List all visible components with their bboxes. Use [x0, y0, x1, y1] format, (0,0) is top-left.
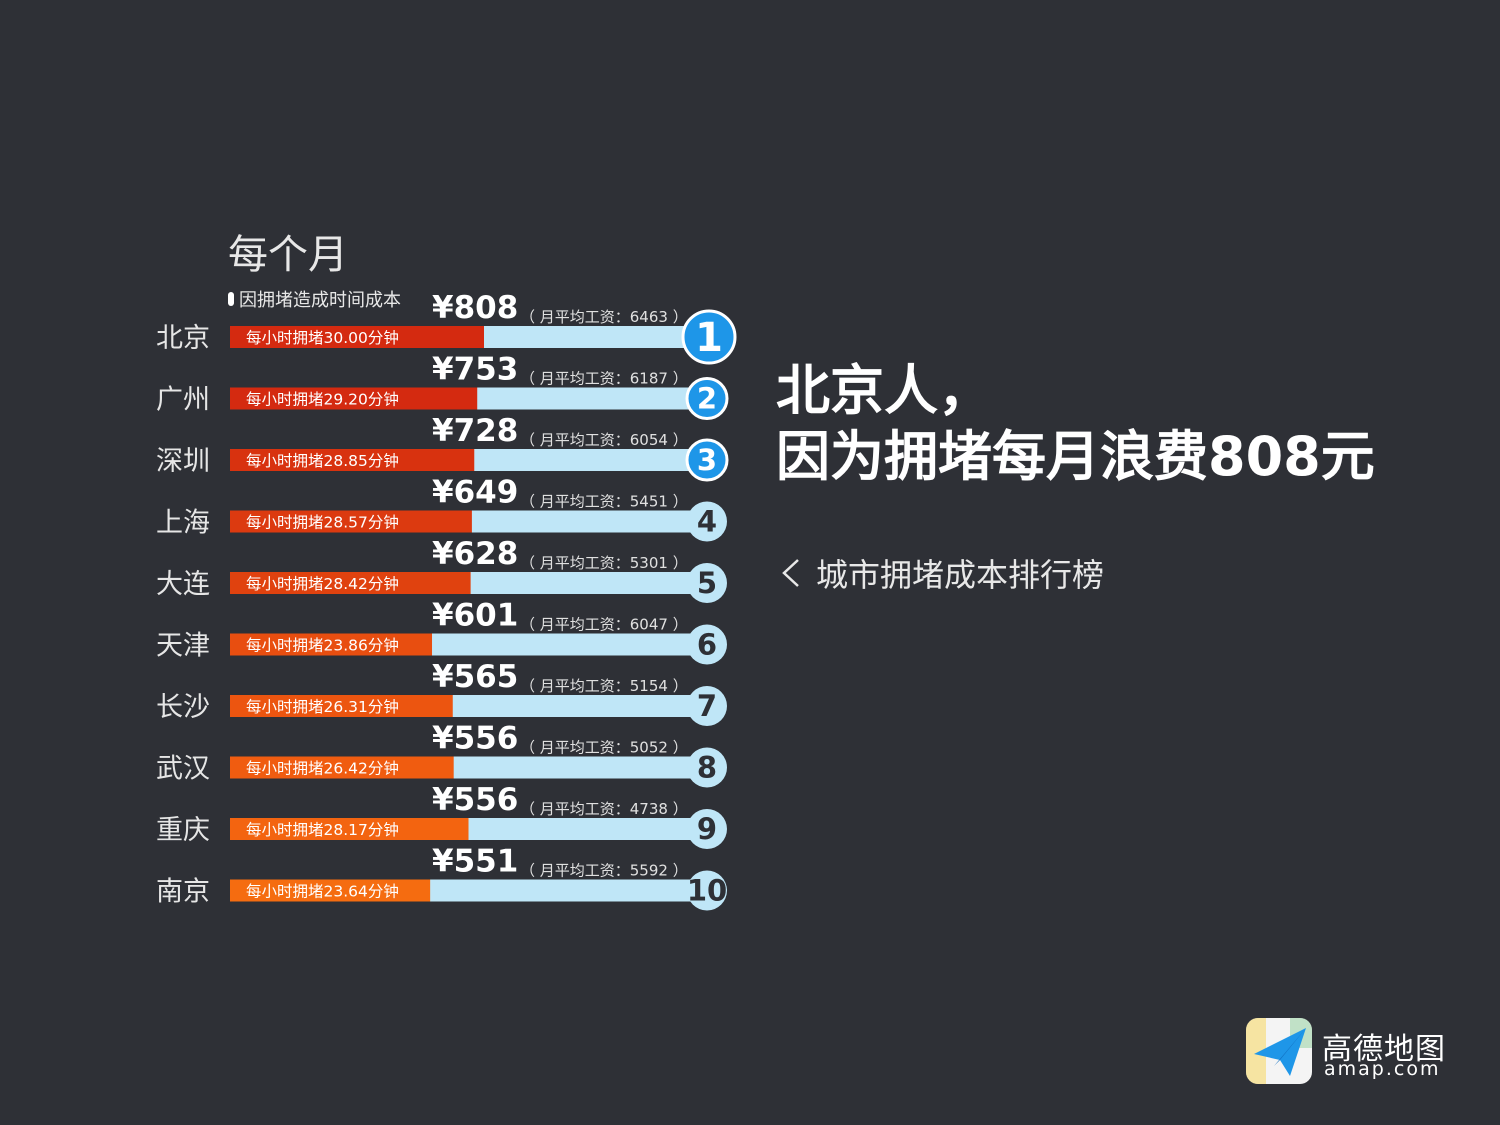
congestion-bar: [230, 756, 454, 779]
headline: 北京人， 因为拥堵每月浪费808元: [776, 358, 1375, 490]
salary-label: （ 月平均工资：6463 ）: [520, 308, 688, 326]
triangle-left-icon: [782, 559, 799, 587]
salary-label: （ 月平均工资：5052 ）: [520, 739, 688, 757]
rank-number: 2: [697, 382, 717, 416]
congestion-bar: [230, 818, 469, 840]
subtitle: 城市拥堵成本排行榜: [780, 550, 1104, 596]
congestion-bar: [230, 695, 453, 717]
headline-line-1: 北京人，: [776, 359, 992, 422]
salary-label: （ 月平均工资：6187 ）: [520, 370, 688, 388]
rank-number: 7: [697, 689, 717, 723]
rank-number: 1: [695, 315, 723, 361]
brand: 高德地图 amap.com: [1246, 1018, 1456, 1088]
cost-value-label: ¥649: [432, 475, 518, 511]
rank-badge: [687, 686, 727, 726]
rank-badge: [687, 563, 727, 603]
salary-label: （ 月平均工资：6054 ）: [520, 431, 688, 449]
legend: 因拥堵造成时间成本: [228, 286, 401, 312]
congestion-bar: [230, 449, 475, 471]
cost-value-label: ¥551: [432, 844, 518, 880]
congestion-label: 每小时拥堵30.00分钟: [246, 329, 399, 347]
city-label: 深圳: [156, 446, 210, 477]
city-label: 长沙: [156, 692, 210, 723]
rank-number: 6: [697, 628, 717, 662]
congestion-label: 每小时拥堵28.57分钟: [246, 514, 399, 532]
rank-badge: [687, 624, 727, 665]
rank-badge: [687, 501, 727, 542]
city-label: 重庆: [156, 815, 210, 846]
rank-badge: [681, 309, 737, 365]
cost-value-label: ¥556: [432, 721, 518, 757]
cost-value-label: ¥565: [432, 659, 518, 695]
rank-number: 4: [697, 505, 717, 539]
congestion-label: 每小时拥堵23.86分钟: [246, 637, 399, 655]
headline-line-2: 因为拥堵每月浪费808元: [776, 425, 1375, 488]
cost-value-label: ¥628: [432, 536, 518, 572]
congestion-bar: [230, 572, 471, 594]
rank-badge: [687, 809, 727, 849]
congestion-bar: [230, 387, 478, 410]
congestion-label: 每小时拥堵26.42分钟: [246, 760, 399, 778]
legend-swatch: [228, 292, 234, 306]
cost-value-label: ¥808: [432, 290, 518, 326]
ranking-chart: 北京 每小时拥堵30.00分钟¥808 （ 月平均工资：6463 ） 1广州 每小时拥堵…: [156, 290, 737, 911]
rank-number: 8: [697, 751, 717, 785]
amap-logo-icon: [1246, 1018, 1312, 1084]
cost-value-label: ¥728: [432, 413, 518, 449]
congestion-label: 每小时拥堵26.31分钟: [246, 698, 399, 716]
rank-badge: [685, 377, 729, 420]
rank-badge: [687, 747, 727, 788]
chart-heading: 每个月: [228, 232, 348, 278]
brand-name: 高德地图: [1322, 1032, 1446, 1067]
rank-number: 9: [697, 812, 717, 846]
rank-number: 10: [687, 874, 727, 908]
brand-url: amap.com: [1324, 1058, 1441, 1080]
rank-badge: [685, 438, 729, 482]
congestion-bar: [230, 879, 431, 902]
rank-badge: [687, 870, 727, 911]
salary-label: （ 月平均工资：4738 ）: [520, 800, 688, 818]
salary-label: （ 月平均工资：5301 ）: [520, 554, 688, 572]
rank-number: 5: [697, 566, 717, 600]
congestion-label: 每小时拥堵23.64分钟: [246, 883, 399, 901]
congestion-bar: [230, 510, 472, 533]
congestion-label: 每小时拥堵28.85分钟: [246, 452, 399, 470]
congestion-label: 每小时拥堵28.42分钟: [246, 575, 399, 593]
salary-label: （ 月平均工资：6047 ）: [520, 616, 688, 634]
cost-value-label: ¥601: [432, 598, 518, 634]
city-label: 武汉: [156, 754, 210, 785]
congestion-bar: [230, 326, 484, 348]
congestion-label: 每小时拥堵28.17分钟: [246, 821, 399, 839]
salary-label: （ 月平均工资：5592 ）: [520, 862, 688, 880]
legend-label: 因拥堵造成时间成本: [239, 290, 401, 311]
city-label: 天津: [156, 631, 210, 662]
salary-label: （ 月平均工资：5451 ）: [520, 493, 688, 511]
city-label: 广州: [156, 385, 210, 416]
city-label: 上海: [156, 508, 210, 539]
salary-label: （ 月平均工资：5154 ）: [520, 677, 688, 695]
cost-value-label: ¥753: [432, 352, 518, 388]
city-label: 北京: [156, 323, 210, 354]
congestion-label: 每小时拥堵29.20分钟: [246, 391, 399, 409]
city-label: 南京: [156, 877, 210, 908]
congestion-bar: [230, 633, 433, 656]
city-label: 大连: [156, 569, 210, 600]
cost-value-label: ¥556: [432, 782, 518, 818]
subtitle-text: 城市拥堵成本排行榜: [816, 556, 1105, 594]
rank-number: 3: [697, 443, 717, 477]
